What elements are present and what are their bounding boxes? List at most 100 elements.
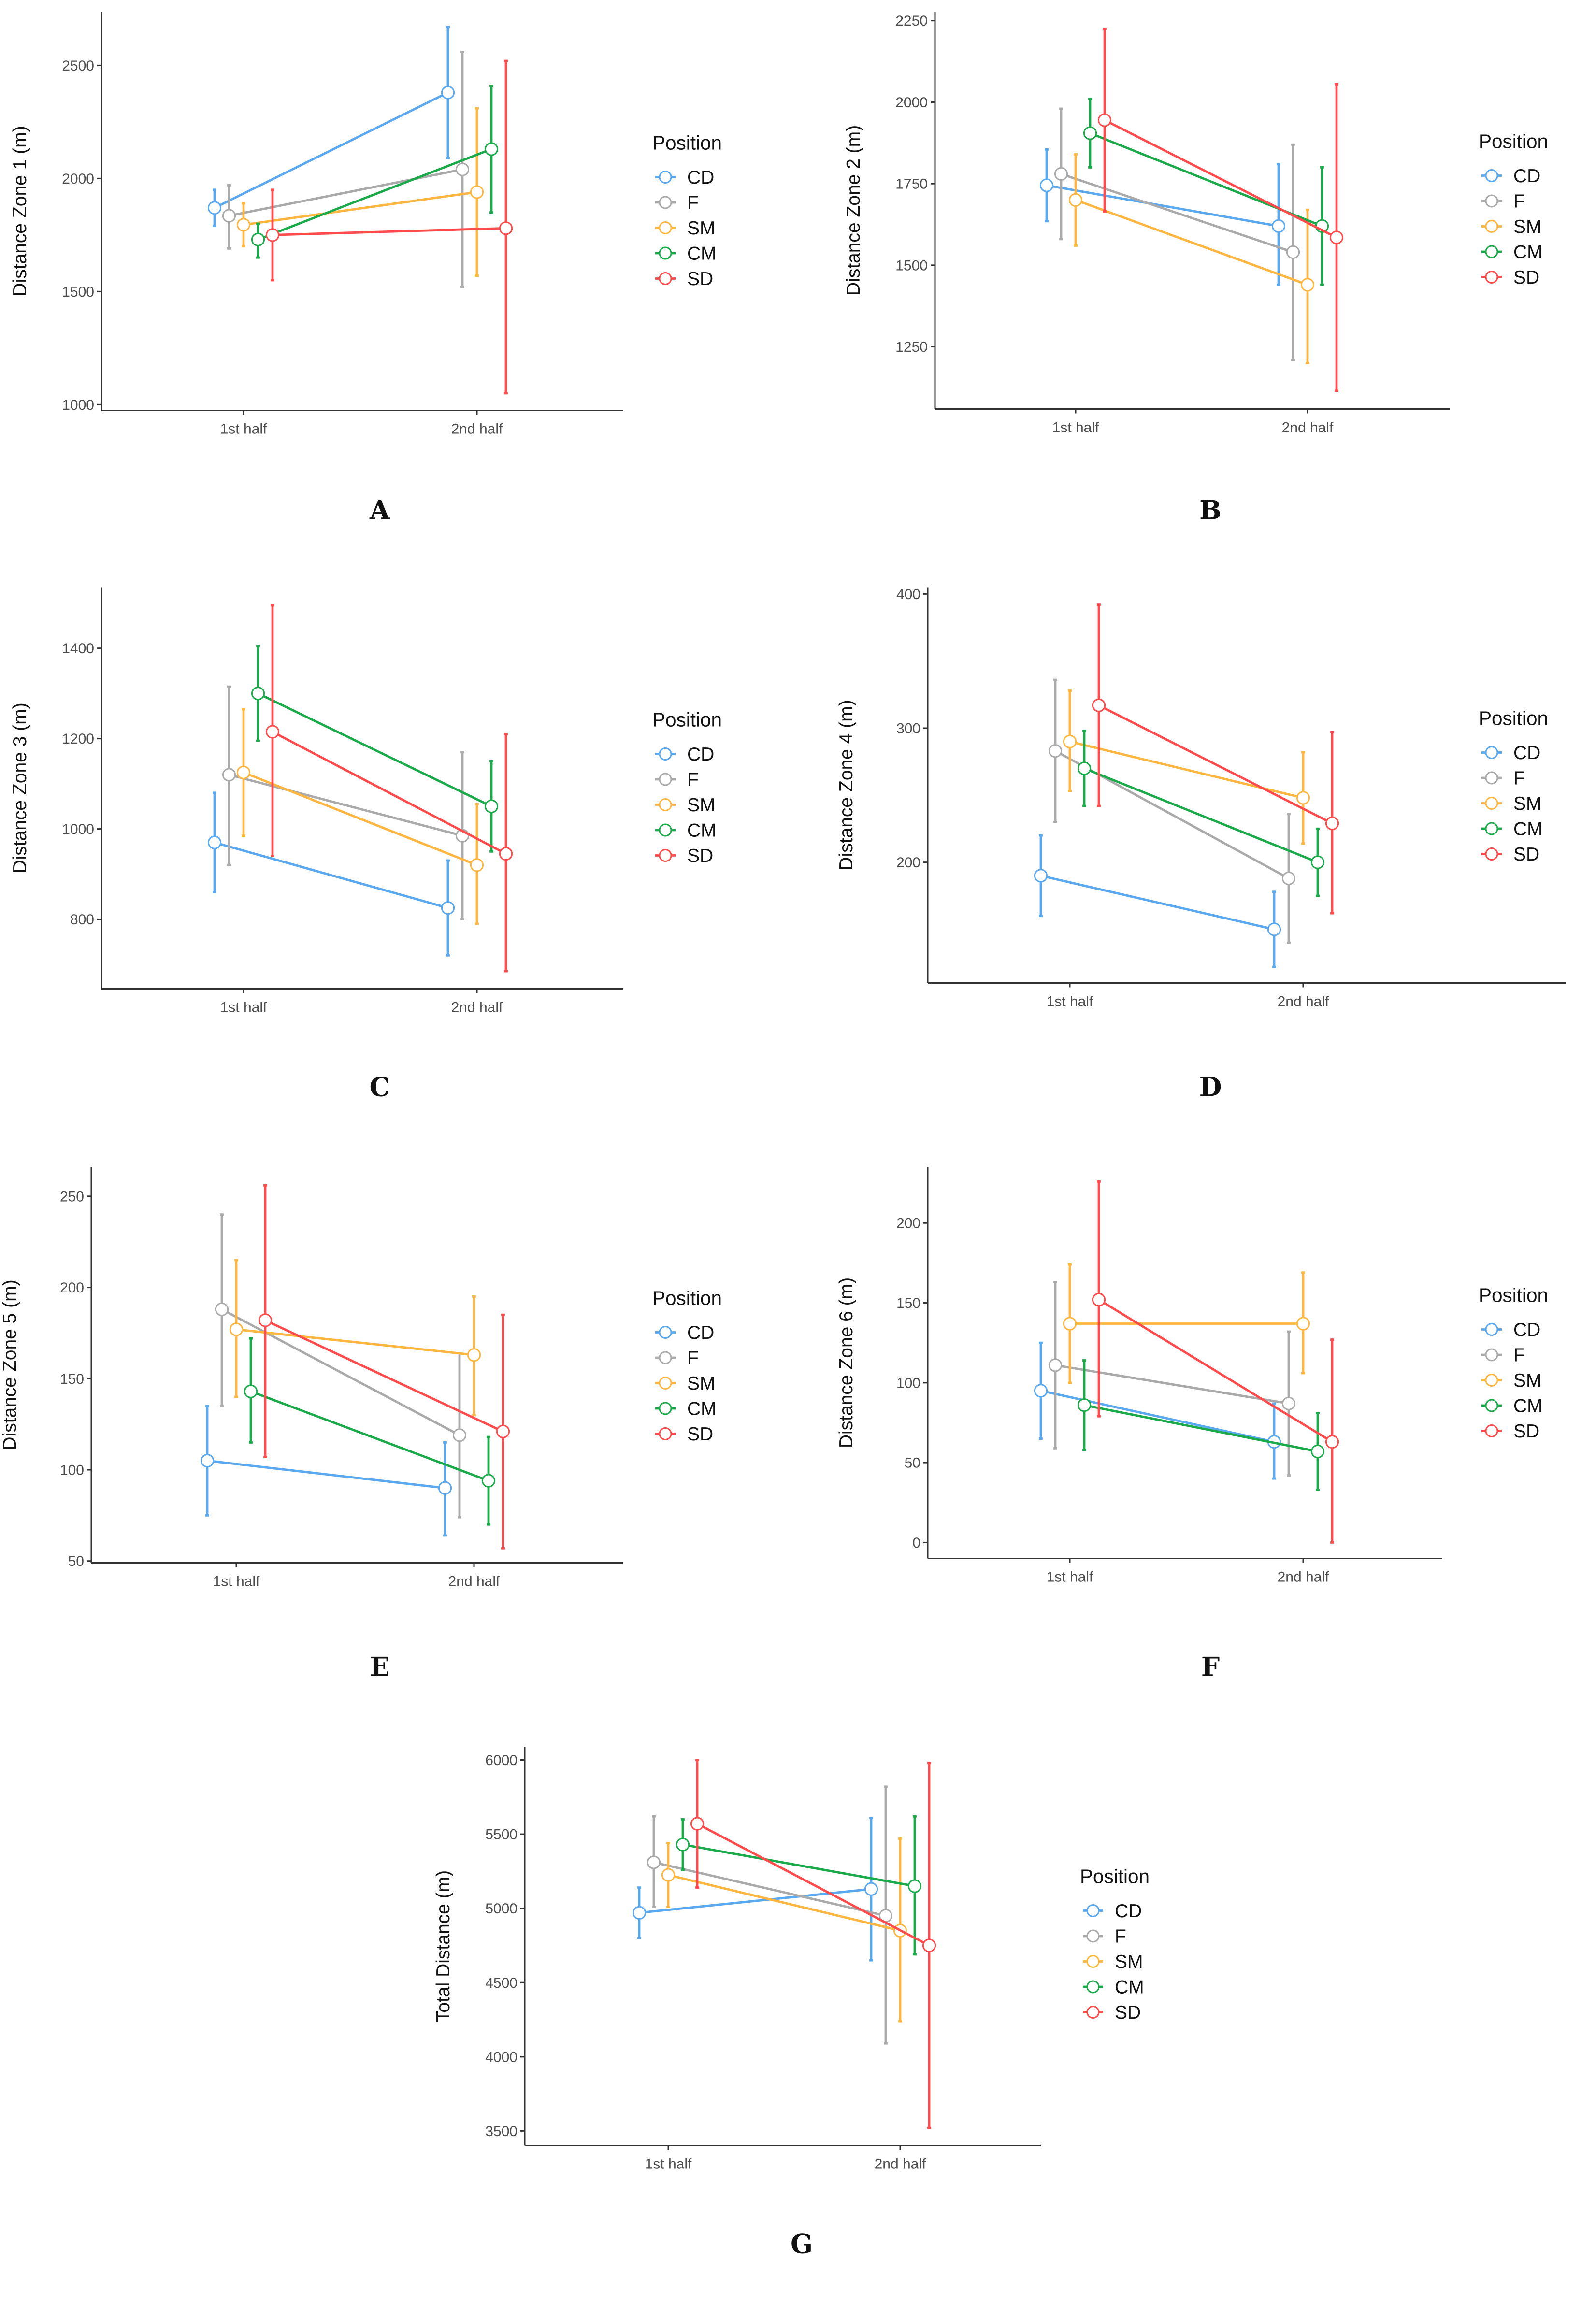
legend-title: Position [652, 709, 722, 731]
legend-label-cm: CM [687, 820, 717, 841]
series-sd [1092, 603, 1339, 915]
series-line [1098, 1298, 1333, 1443]
legend-title: Position [1479, 707, 1548, 730]
series-sm [661, 1837, 907, 2023]
y-tick-label: 0 [912, 1535, 920, 1551]
y-tick-label: 150 [896, 1295, 920, 1311]
legend-key-marker [659, 246, 672, 260]
data-point [647, 1855, 661, 1869]
series-line [214, 91, 449, 209]
legend-label-f: F [687, 1348, 699, 1369]
series-line [1098, 704, 1333, 825]
data-point [484, 142, 499, 156]
legend-key-marker [1485, 270, 1498, 284]
panel-label: B [1199, 495, 1222, 526]
series-line [1075, 199, 1308, 286]
legend-key-marker [659, 1402, 672, 1415]
legend: Position CD F SM CM SD [1080, 1866, 1150, 2024]
legend-label-f: F [687, 193, 699, 214]
y-tick-label: 5000 [485, 1901, 518, 1917]
series-line [229, 168, 463, 217]
data-point [1296, 791, 1310, 805]
x-tick-label: 2nd half [448, 1574, 500, 1590]
series-line [221, 1308, 460, 1436]
data-point [1048, 744, 1063, 758]
y-tick-label: 100 [896, 1375, 920, 1391]
y-tick-label: 6000 [485, 1752, 518, 1768]
x-tick-label: 2nd half [1278, 1569, 1329, 1585]
legend-key-marker [659, 170, 672, 184]
legend-label-sd: SD [1513, 844, 1539, 865]
data-point [1034, 869, 1048, 883]
series-line [272, 227, 506, 236]
panel-label: A [369, 495, 390, 526]
series-line [696, 1823, 930, 1947]
legend-label-sd: SD [1115, 2002, 1141, 2023]
legend-key-marker [1485, 194, 1498, 208]
legend: Position CD F SM CM SD [652, 132, 722, 290]
legend-label-f: F [1513, 191, 1525, 212]
y-tick-label: 200 [896, 1216, 920, 1232]
data-point [470, 185, 484, 199]
series-line [1040, 875, 1275, 931]
x-tick-label: 1st half [645, 2156, 692, 2172]
legend-label-sd: SD [687, 269, 713, 289]
data-point [1077, 1398, 1092, 1412]
data-point [229, 1322, 244, 1336]
legend-key-marker [1485, 1348, 1498, 1362]
legend-label-cd: CD [1513, 166, 1540, 187]
legend-key-marker [1485, 219, 1498, 233]
data-point [251, 687, 265, 701]
y-axis-title: Distance Zone 1 (m) [10, 126, 30, 296]
legend-key-marker [659, 823, 672, 837]
data-point [222, 768, 236, 782]
data-point [1092, 1292, 1106, 1307]
data-point [661, 1868, 676, 1882]
panel-e: 50 100 150 200 250 1st half 2nd half Distance Z… [0, 1167, 722, 1682]
legend-key-marker [659, 1326, 672, 1339]
y-tick-label: 200 [60, 1280, 84, 1296]
legend-key-marker [659, 221, 672, 234]
x-tick-label: 2nd half [1282, 420, 1334, 436]
series-line [653, 1861, 886, 1917]
legend-key-marker [1485, 847, 1498, 861]
series-f [222, 50, 470, 288]
data-point [1077, 761, 1092, 775]
x-tick-label: 1st half [220, 1000, 267, 1016]
series-f [1054, 107, 1300, 361]
series-f [1048, 1281, 1296, 1477]
x-tick-label: 1st half [213, 1574, 260, 1590]
data-point [441, 901, 455, 915]
y-tick-label: 2500 [62, 58, 94, 74]
y-axis-title: Distance Zone 5 (m) [0, 1279, 20, 1450]
data-point [1329, 230, 1344, 244]
legend-label-sm: SM [1115, 1952, 1143, 1972]
panel-label: C [370, 1072, 390, 1103]
data-point [690, 1817, 705, 1831]
legend-label-sd: SD [687, 1424, 713, 1445]
data-point [1281, 871, 1296, 886]
legend: Position CD F SM CM SD [1479, 1284, 1548, 1442]
data-point [265, 228, 280, 242]
data-point [207, 201, 222, 215]
data-point [438, 1481, 452, 1495]
series-cd [1034, 834, 1281, 968]
panel-f: 0 50 100 150 200 1st half 2nd half Distance Zon… [836, 1167, 1548, 1682]
y-tick-label: 300 [896, 721, 920, 737]
series-cd [1034, 1341, 1281, 1480]
legend-label-sd: SD [1513, 267, 1539, 288]
series-line [258, 148, 492, 241]
data-point [496, 1424, 510, 1438]
data-point [236, 765, 251, 779]
legend-key-marker [659, 272, 672, 285]
data-point [251, 232, 265, 246]
y-tick-label: 2250 [895, 13, 928, 29]
legend-label-cm: CM [687, 1399, 717, 1420]
legend-key-marker [1086, 1929, 1100, 1943]
data-point [1310, 1444, 1325, 1459]
data-point [481, 1474, 496, 1488]
y-tick-label: 4500 [485, 1975, 518, 1991]
series-f [222, 685, 470, 920]
data-point [258, 1313, 273, 1327]
series-sm [1068, 153, 1315, 364]
